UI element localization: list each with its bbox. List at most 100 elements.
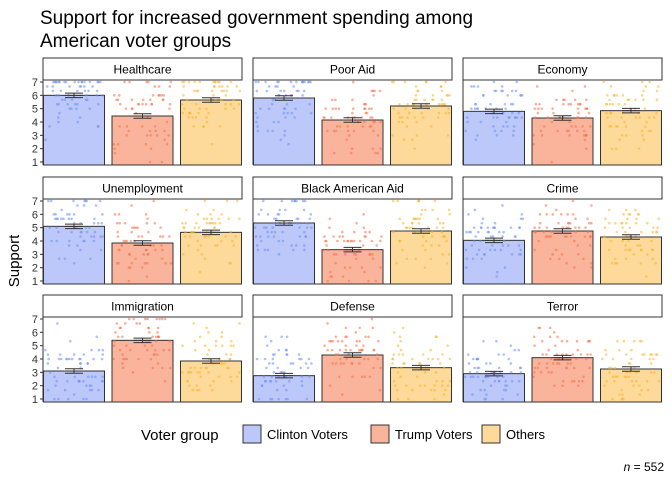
data-point <box>161 248 164 252</box>
data-point <box>94 375 97 379</box>
data-point <box>209 213 212 216</box>
data-point <box>611 397 614 401</box>
data-point <box>533 226 536 229</box>
data-point <box>475 371 479 374</box>
data-point <box>55 239 58 243</box>
data-point <box>205 326 208 330</box>
data-point <box>406 102 409 106</box>
data-point <box>494 89 498 93</box>
data-point <box>301 199 305 203</box>
data-point <box>413 217 417 221</box>
data-point <box>334 98 337 102</box>
data-point <box>492 125 495 128</box>
data-point <box>570 125 573 128</box>
data-point <box>352 129 356 133</box>
data-point <box>565 339 569 343</box>
data-point <box>447 208 451 212</box>
data-point <box>185 98 189 102</box>
facet-panel: Defense <box>252 294 453 403</box>
data-point <box>336 339 340 343</box>
data-point <box>72 213 76 216</box>
data-point <box>519 253 523 256</box>
data-point <box>448 213 451 216</box>
data-point <box>507 357 511 361</box>
data-point <box>641 134 644 137</box>
data-point <box>306 221 310 225</box>
data-point <box>493 248 497 252</box>
data-point <box>332 253 336 256</box>
error-bar <box>202 229 220 236</box>
data-point <box>636 213 640 216</box>
facet-strip-label: Crime <box>547 182 579 196</box>
data-point <box>550 371 553 374</box>
data-point <box>512 129 515 133</box>
data-point <box>540 134 544 137</box>
y-tick-label: 6 <box>32 209 38 221</box>
data-point <box>192 125 195 128</box>
data-point <box>123 80 126 84</box>
data-point <box>259 107 262 110</box>
data-point <box>128 253 132 256</box>
jitter-points <box>44 80 242 164</box>
data-point <box>275 388 279 392</box>
data-point <box>431 94 435 97</box>
bar <box>390 105 452 166</box>
data-point <box>640 388 643 392</box>
data-point <box>586 353 589 356</box>
data-point <box>392 353 396 356</box>
data-point <box>563 98 566 102</box>
data-point <box>146 253 150 256</box>
data-point <box>577 379 581 383</box>
data-point <box>278 208 281 212</box>
data-point <box>120 244 124 247</box>
data-point <box>443 235 446 238</box>
data-point <box>257 213 261 216</box>
error-bar <box>202 358 220 364</box>
data-point <box>509 102 513 106</box>
data-point <box>334 335 338 339</box>
data-point <box>367 357 370 361</box>
data-point <box>94 204 98 207</box>
data-point <box>47 357 50 361</box>
data-point <box>653 371 656 374</box>
bar <box>600 368 662 403</box>
data-point <box>605 111 608 115</box>
data-point <box>615 94 619 97</box>
data-point <box>363 357 366 361</box>
data-point <box>533 248 536 252</box>
data-point <box>56 217 60 221</box>
data-point <box>645 379 649 383</box>
data-point <box>634 98 637 102</box>
data-point <box>423 371 427 374</box>
data-point <box>421 244 425 247</box>
data-point <box>130 230 133 234</box>
data-point <box>568 120 571 124</box>
data-point <box>437 102 441 106</box>
data-point <box>291 362 295 365</box>
data-point <box>68 107 71 110</box>
data-point <box>430 244 433 247</box>
facet-panel: Crime <box>462 176 663 285</box>
data-point <box>392 230 395 234</box>
data-point <box>638 244 642 247</box>
data-point <box>482 339 485 343</box>
data-point <box>441 226 445 229</box>
data-point <box>294 244 298 247</box>
data-point <box>297 353 301 356</box>
data-point <box>157 335 161 339</box>
data-point <box>167 134 170 137</box>
data-point <box>608 371 611 374</box>
data-point <box>128 80 131 84</box>
data-point <box>510 253 514 256</box>
data-point <box>344 326 348 330</box>
data-point <box>437 244 441 247</box>
data-point <box>169 80 173 84</box>
data-point <box>79 357 82 361</box>
data-point <box>60 98 64 102</box>
data-point <box>92 221 96 225</box>
data-point <box>263 379 267 383</box>
data-point <box>608 98 611 102</box>
data-point <box>186 379 190 383</box>
data-point <box>376 357 380 361</box>
data-point <box>358 348 361 352</box>
